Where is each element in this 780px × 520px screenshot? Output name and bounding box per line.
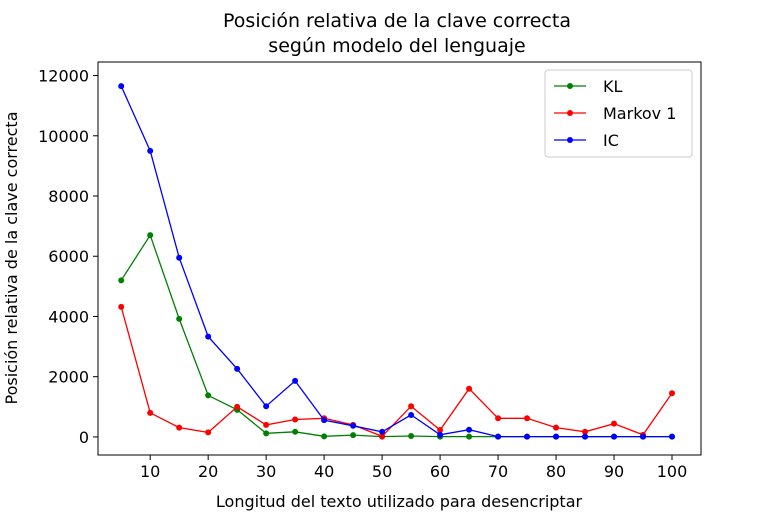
legend-marker-markov-1 xyxy=(567,110,573,116)
data-point-kl xyxy=(466,433,473,440)
y-tick-label: 0 xyxy=(79,428,89,447)
legend-box xyxy=(544,69,693,158)
data-point-markov-1 xyxy=(147,409,154,416)
plot-area xyxy=(97,61,702,456)
data-point-ic xyxy=(118,83,125,90)
data-point-ic xyxy=(524,433,531,440)
series-line-markov-1 xyxy=(120,306,673,438)
chart-title-line1: Posición relativa de la clave correcta xyxy=(223,10,571,32)
x-tick-label: 60 xyxy=(430,462,450,481)
data-point-ic xyxy=(292,377,299,384)
x-tick-label: 70 xyxy=(488,462,508,481)
x-tick-label: 10 xyxy=(140,462,160,481)
series-line-ic xyxy=(120,85,672,438)
data-point-ic xyxy=(669,433,676,440)
data-point-kl xyxy=(292,428,299,435)
data-point-ic xyxy=(437,431,444,438)
legend: KL Markov 1 IC xyxy=(544,69,693,158)
data-point-kl xyxy=(408,433,415,440)
data-point-ic xyxy=(640,433,647,440)
x-tick-label: 80 xyxy=(546,462,566,481)
data-point-markov-1 xyxy=(118,303,125,310)
data-point-markov-1 xyxy=(553,424,560,431)
data-point-ic xyxy=(147,147,154,154)
data-point-ic xyxy=(582,433,589,440)
data-point-markov-1 xyxy=(466,385,473,392)
y-axis: 0 2000 4000 6000 8000 10000 12000 xyxy=(38,67,98,447)
x-tick-label: 100 xyxy=(657,462,688,481)
data-point-markov-1 xyxy=(582,428,589,435)
legend-label-ic: IC xyxy=(603,131,619,150)
legend-items: KL Markov 1 IC xyxy=(554,77,676,150)
x-tick-label: 50 xyxy=(372,462,392,481)
data-point-kl xyxy=(176,315,183,322)
y-tick-label: 4000 xyxy=(48,307,89,326)
data-point-ic xyxy=(466,426,473,433)
data-point-ic xyxy=(553,433,560,440)
data-point-ic xyxy=(263,403,270,410)
data-point-ic xyxy=(611,433,618,440)
x-tick-label: 30 xyxy=(256,462,276,481)
data-point-ic xyxy=(321,417,328,424)
data-point-kl xyxy=(350,432,357,439)
data-point-markov-1 xyxy=(176,424,183,431)
data-point-markov-1 xyxy=(408,403,415,410)
legend-label-kl: KL xyxy=(603,77,622,96)
x-tick-label: 40 xyxy=(314,462,334,481)
data-point-markov-1 xyxy=(234,403,241,410)
data-point-ic xyxy=(495,433,502,440)
data-point-ic xyxy=(379,428,386,435)
data-point-kl xyxy=(118,277,125,284)
data-point-kl xyxy=(205,392,212,399)
legend-marker-ic xyxy=(567,137,573,143)
y-tick-label: 10000 xyxy=(38,127,89,146)
y-tick-label: 2000 xyxy=(48,368,89,387)
data-point-ic xyxy=(176,254,183,261)
data-point-markov-1 xyxy=(611,420,618,427)
data-point-markov-1 xyxy=(495,415,502,422)
data-point-ic xyxy=(234,365,241,372)
x-tick-label: 90 xyxy=(604,462,624,481)
data-point-kl xyxy=(147,232,154,239)
x-axis: 10 20 30 40 50 60 70 80 90 100 xyxy=(140,455,687,481)
series-line-kl xyxy=(120,233,672,438)
data-point-markov-1 xyxy=(263,421,270,428)
data-point-kl xyxy=(263,430,270,437)
legend-label-markov-1: Markov 1 xyxy=(603,104,676,123)
data-point-ic xyxy=(350,422,357,429)
chart-title-line2: según modelo del lenguaje xyxy=(268,35,525,57)
legend-marker-kl xyxy=(567,83,573,89)
data-point-ic xyxy=(408,411,415,418)
y-tick-label: 12000 xyxy=(38,67,89,86)
data-point-markov-1 xyxy=(669,390,676,397)
y-axis-label: Posición relativa de la clave correcta xyxy=(2,112,21,405)
data-point-markov-1 xyxy=(292,416,299,423)
y-tick-label: 8000 xyxy=(48,187,89,206)
data-point-markov-1 xyxy=(205,429,212,436)
data-point-markov-1 xyxy=(437,427,444,434)
data-point-kl xyxy=(321,433,328,440)
data-point-ic xyxy=(205,333,212,340)
y-tick-label: 6000 xyxy=(48,247,89,266)
x-axis-label: Longitud del texto utilizado para desenc… xyxy=(216,492,583,511)
data-point-markov-1 xyxy=(524,415,531,422)
data-point-markov-1 xyxy=(379,433,386,440)
x-tick-label: 20 xyxy=(198,462,218,481)
series-layer xyxy=(118,83,676,440)
